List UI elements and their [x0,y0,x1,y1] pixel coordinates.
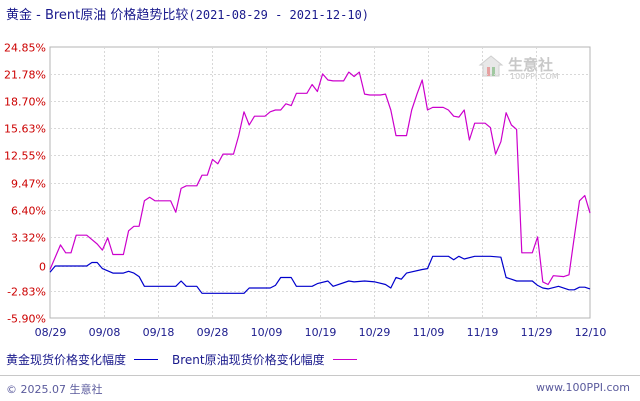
watermark-url: 100PPI.COM [510,72,559,81]
y-tick-label: -5.90% [7,313,46,326]
footer-copyright: © 2025.07 生意社 [6,383,103,396]
x-tick-label: 09/18 [143,326,175,339]
x-tick-label: 10/29 [359,326,391,339]
x-tick-label: 12/10 [575,326,607,339]
watermark-text: 生意社 [508,56,554,74]
y-tick-label: -2.83% [7,286,46,299]
footer-url[interactable]: www.100PPI.com [536,381,630,394]
x-tick-label: 11/29 [521,326,553,339]
y-tick-label: 3.32% [11,232,46,245]
y-tick-label: 12.55% [4,150,46,163]
title-dates: (2021-08-29 - 2021-12-10) [188,8,370,22]
y-tick-label: 21.78% [4,69,46,82]
series-line-gold [49,255,591,294]
x-tick-label: 10/09 [251,326,283,339]
y-tick-label: 0 [39,261,46,274]
y-tick-label: 24.85% [4,42,46,55]
x-tick-label: 08/29 [35,326,67,339]
footer: © 2025.07 生意社 www.100PPI.com [0,375,640,401]
y-tick-label: 15.63% [4,123,46,136]
y-tick-label: 6.40% [11,205,46,218]
series-line-brent [49,71,591,286]
y-tick-label: 18.70% [4,96,46,109]
title-main: 黄金 - Brent原油 价格趋势比较 [6,8,189,23]
x-tick-label: 09/28 [197,326,229,339]
legend: 黄金现货价格变化幅度 Brent原油现货价格变化幅度 [6,351,371,368]
x-tick-label: 11/19 [467,326,499,339]
watermark-logo-icon [478,55,504,77]
legend-label-brent: Brent原油现货价格变化幅度 [172,353,325,367]
x-tick-label: 10/19 [305,326,337,339]
legend-swatch-brent [332,359,357,360]
y-tick-label: 9.47% [11,178,46,191]
x-tick-label: 09/08 [89,326,121,339]
chart-title: 黄金 - Brent原油 价格趋势比较(2021-08-29 - 2021-12… [6,4,369,23]
legend-label-gold: 黄金现货价格变化幅度 [6,353,127,367]
watermark: 生意社 100PPI.COM [478,54,559,84]
legend-swatch-gold [134,359,159,360]
x-tick-label: 11/09 [413,326,445,339]
